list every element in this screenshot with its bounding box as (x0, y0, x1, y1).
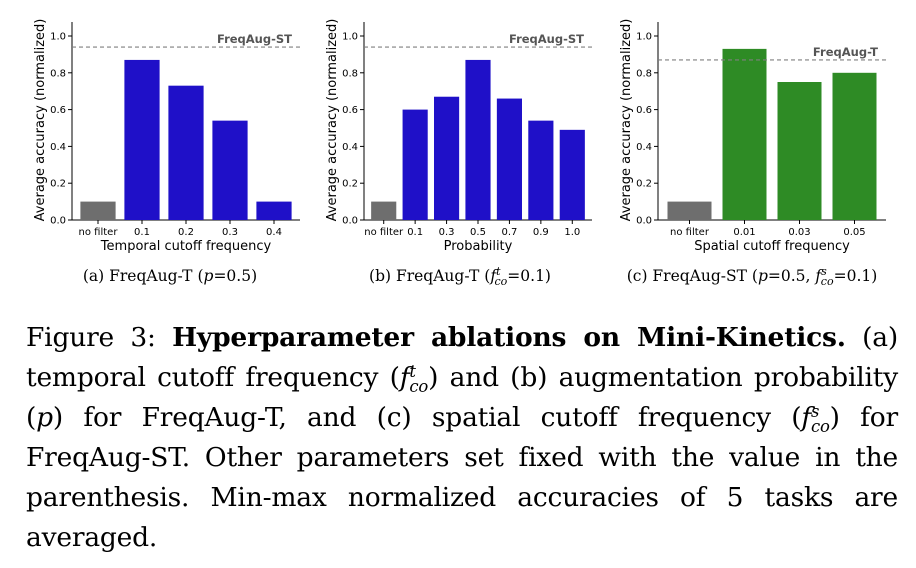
x-tick-label: no filter (79, 227, 119, 238)
y-tick-label: 1.0 (636, 32, 652, 43)
x-tick-label: 0.01 (733, 227, 755, 238)
y-tick-label: 0.2 (636, 179, 652, 190)
bar-b-4 (496, 98, 522, 220)
bar-c-3 (832, 72, 877, 220)
x-tick-label: 0.3 (222, 227, 238, 238)
y-tick-label: 0.0 (342, 216, 358, 227)
caption-math-fs: f s co (801, 401, 830, 436)
bar-b-6 (559, 129, 585, 220)
y-tick-label: 0.4 (342, 142, 358, 153)
bar-b-2 (434, 96, 460, 220)
x-tick-label: 0.7 (501, 227, 517, 238)
bar-c-2 (777, 82, 822, 220)
y-tick-label: 0.6 (342, 105, 358, 116)
caption-label: Figure 3: (26, 322, 173, 353)
y-tick-label: 0.8 (636, 68, 652, 79)
y-tick-label: 0.0 (50, 216, 66, 227)
y-tick-label: 0.8 (50, 68, 66, 79)
caption-math-p: p (36, 402, 53, 433)
bar-a-4 (256, 201, 292, 220)
x-axis-label: Probability (444, 239, 513, 254)
y-tick-label: 0.6 (636, 105, 652, 116)
y-tick-label: 0.8 (342, 68, 358, 79)
bar-b-1 (402, 109, 428, 220)
bar-c-1 (722, 48, 767, 220)
y-tick-label: 0.6 (50, 105, 66, 116)
reference-label: FreqAug-ST (509, 32, 584, 46)
caption-text-3: ) for FreqAug-T, and (c) spatial cutoff … (52, 402, 802, 433)
y-tick-label: 1.0 (342, 32, 358, 43)
bar-b-0 (371, 201, 397, 220)
y-tick-label: 0.2 (342, 179, 358, 190)
x-tick-label: 1.0 (564, 227, 580, 238)
caption-text-1: (a) temporal cutoff frequency ( (26, 322, 898, 393)
caption-text-2: ) and (b) augmentation probability ( (26, 362, 898, 433)
x-tick-label: 0.4 (266, 227, 282, 238)
bar-b-5 (528, 120, 554, 220)
y-tick-label: 0.4 (50, 142, 66, 153)
x-axis-label: Spatial cutoff frequency (694, 239, 850, 254)
reference-label: FreqAug-ST (217, 32, 292, 46)
x-tick-label: 0.1 (407, 227, 423, 238)
figure-caption: Figure 3: Hyperparameter ablations on Mi… (26, 318, 898, 558)
x-tick-label: no filter (670, 227, 710, 238)
subcaption-a: (a) FreqAug-T (p=0.5) (83, 267, 257, 285)
y-tick-label: 0.2 (50, 179, 66, 190)
caption-text-4: ) for FreqAug-ST. Other parameters set f… (26, 402, 898, 553)
bar-a-2 (168, 85, 204, 221)
x-tick-label: 0.1 (134, 227, 150, 238)
x-tick-label: 0.03 (788, 227, 810, 238)
bar-a-0 (80, 201, 116, 220)
x-tick-label: 0.2 (178, 227, 194, 238)
x-tick-label: 0.9 (533, 227, 549, 238)
bar-b-3 (465, 59, 491, 220)
x-tick-label: 0.05 (843, 227, 865, 238)
bar-a-1 (124, 59, 160, 220)
y-tick-label: 0.4 (636, 142, 652, 153)
reference-label: FreqAug-T (813, 45, 878, 59)
x-tick-label: 0.3 (439, 227, 455, 238)
bar-c-0 (667, 201, 712, 220)
subcaption-c: (c) FreqAug-ST (p=0.5, fs co=0.1) (627, 265, 878, 288)
x-tick-label: 0.5 (470, 227, 486, 238)
caption-title: Hyperparameter ablations on Mini-Kinetic… (172, 322, 846, 353)
x-tick-label: no filter (364, 227, 404, 238)
x-axis-label: Temporal cutoff frequency (100, 239, 272, 254)
subcaption-b: (b) FreqAug-T (ft co=0.1) (369, 265, 551, 288)
y-axis-label: Average accuracy (normalized) (619, 19, 634, 222)
y-tick-label: 0.0 (636, 216, 652, 227)
y-axis-label: Average accuracy (normalized) (33, 19, 48, 222)
y-tick-label: 1.0 (50, 32, 66, 43)
caption-math-ft: f t co (399, 361, 429, 396)
bar-a-3 (212, 120, 248, 220)
y-axis-label: Average accuracy (normalized) (325, 19, 340, 222)
